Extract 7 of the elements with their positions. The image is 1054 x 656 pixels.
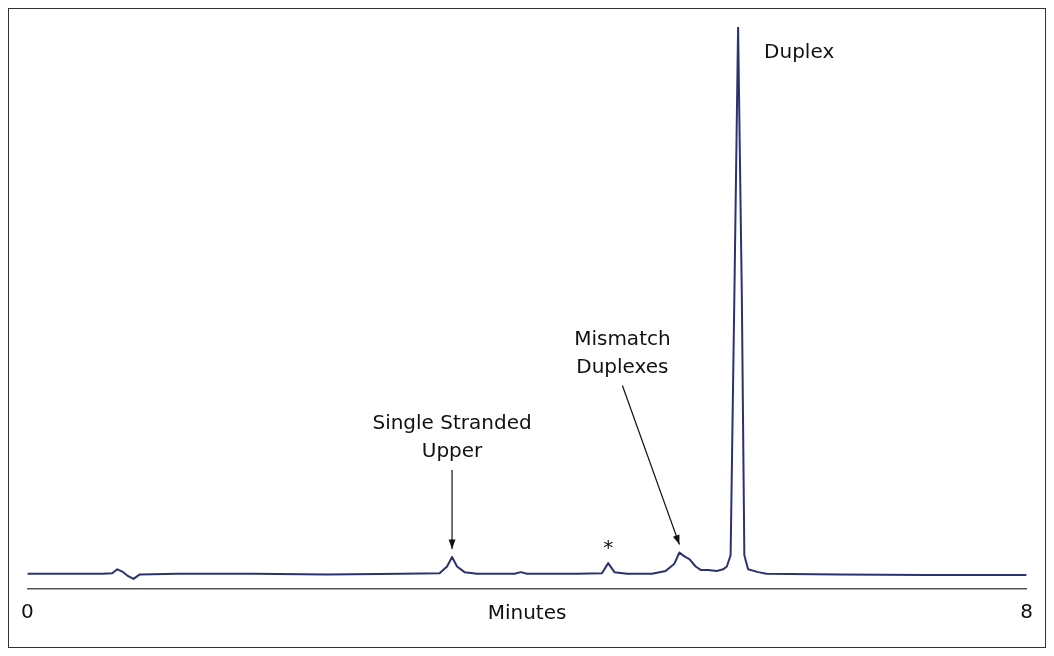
x-tick-label: 8 bbox=[1020, 599, 1033, 624]
annotation: Single Stranded Upper bbox=[372, 410, 532, 463]
annotation: Duplex bbox=[764, 39, 835, 64]
annotation: Mismatch Duplexes bbox=[574, 325, 671, 378]
x-tick-label: 0 bbox=[21, 599, 34, 624]
x-axis-title: Minutes bbox=[487, 600, 567, 625]
annotation: * bbox=[603, 535, 614, 560]
